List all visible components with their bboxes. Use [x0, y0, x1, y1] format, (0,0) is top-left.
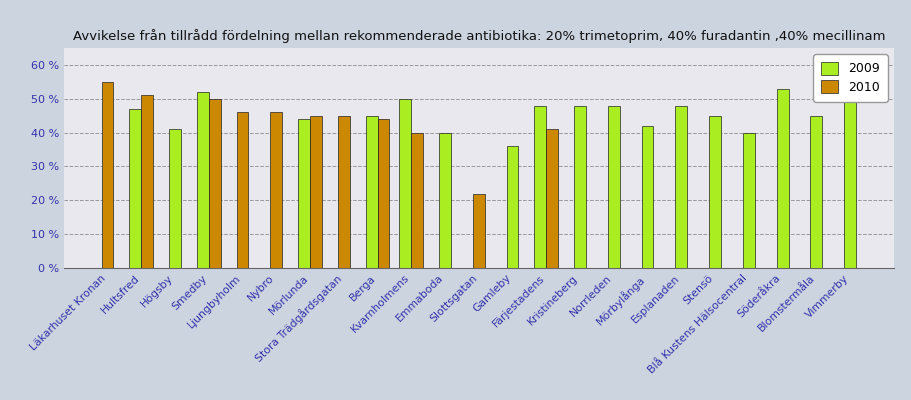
Bar	[399, 99, 411, 268]
Bar	[473, 194, 484, 268]
Bar	[197, 92, 209, 268]
Bar	[844, 99, 855, 268]
Bar	[608, 106, 619, 268]
Bar	[641, 126, 653, 268]
Bar	[377, 119, 389, 268]
Bar	[298, 119, 310, 268]
Bar	[675, 106, 687, 268]
Bar	[129, 109, 141, 268]
Title: Avvikelse från tillrådd fördelning mellan rekommenderade antibiotika: 20% trimet: Avvikelse från tillrådd fördelning mella…	[73, 29, 884, 43]
Bar	[574, 106, 586, 268]
Bar	[169, 129, 180, 268]
Bar	[310, 116, 322, 268]
Bar	[236, 112, 248, 268]
Bar	[337, 116, 349, 268]
Bar	[546, 129, 558, 268]
Bar	[776, 89, 788, 268]
Bar	[534, 106, 546, 268]
Bar	[810, 116, 822, 268]
Legend: 2009, 2010: 2009, 2010	[813, 54, 886, 102]
Bar	[365, 116, 377, 268]
Bar	[141, 95, 153, 268]
Bar	[209, 99, 220, 268]
Bar	[101, 82, 113, 268]
Bar	[270, 112, 281, 268]
Bar	[411, 133, 423, 268]
Bar	[439, 133, 450, 268]
Bar	[709, 116, 721, 268]
Bar	[742, 133, 754, 268]
Bar	[507, 146, 517, 268]
